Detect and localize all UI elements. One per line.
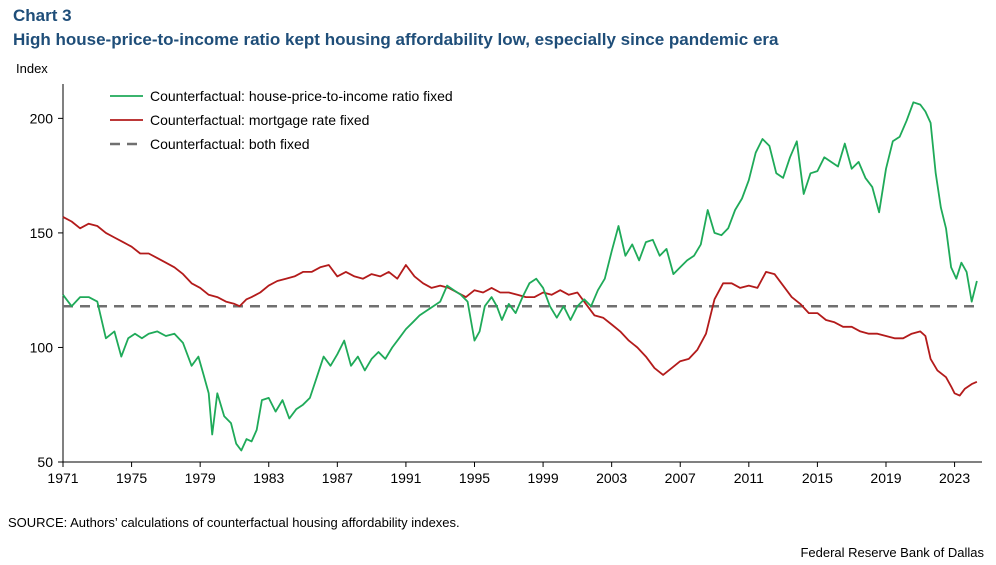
y-axis-title: Index <box>16 61 48 76</box>
x-tick-label: 1995 <box>459 470 490 486</box>
chart-label: Chart 3 <box>13 6 72 25</box>
credit-line: Federal Reserve Bank of Dallas <box>800 545 984 560</box>
x-tick-label: 1975 <box>116 470 147 486</box>
x-tick-label: 1999 <box>527 470 558 486</box>
x-tick-label: 2015 <box>802 470 833 486</box>
y-tick-label: 100 <box>30 339 54 355</box>
x-tick-label: 1991 <box>390 470 421 486</box>
x-tick-label: 2023 <box>939 470 970 486</box>
y-tick-label: 150 <box>30 225 54 241</box>
series-line-1 <box>62 101 978 452</box>
series-layer <box>62 101 978 452</box>
y-tick-label: 200 <box>30 110 54 126</box>
axes: 50 100 150 200 1971 1975 1979 1983 1987 1991 1995 1… <box>30 84 982 486</box>
x-tick-label: 1971 <box>47 470 78 486</box>
legend-label-2: Counterfactual: mortgage rate fixed <box>150 112 369 128</box>
x-tick-label: 1983 <box>253 470 284 486</box>
x-tick-label: 2007 <box>665 470 696 486</box>
series-line-2 <box>62 216 978 397</box>
chart-title: High house-price-to-income ratio kept ho… <box>13 30 779 49</box>
x-tick-label: 1979 <box>185 470 216 486</box>
source-note: SOURCE: Authors’ calculations of counter… <box>8 515 460 530</box>
legend: Counterfactual: house-price-to-income ra… <box>110 88 453 152</box>
x-tick-label: 2003 <box>596 470 627 486</box>
legend-label-3: Counterfactual: both fixed <box>150 136 310 152</box>
x-tick-label: 2011 <box>734 470 764 486</box>
legend-label-1: Counterfactual: house-price-to-income ra… <box>150 88 453 104</box>
x-tick-label: 2019 <box>870 470 901 486</box>
x-tick-label: 1987 <box>322 470 353 486</box>
y-tick-label: 50 <box>37 454 53 470</box>
